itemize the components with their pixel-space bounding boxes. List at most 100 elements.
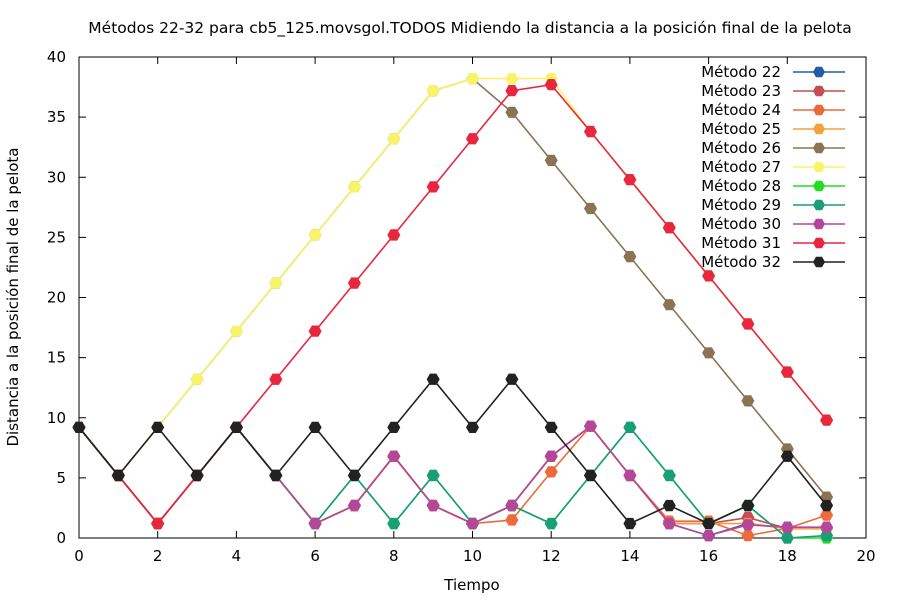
legend-swatch-marker bbox=[813, 237, 825, 249]
legend-swatch-marker bbox=[813, 199, 825, 211]
x-tick-label: 6 bbox=[310, 547, 320, 565]
data-point bbox=[387, 421, 401, 433]
data-point bbox=[741, 318, 755, 330]
data-point bbox=[466, 73, 479, 85]
data-point bbox=[702, 347, 716, 359]
legend-label: Método 24 bbox=[701, 101, 781, 119]
legend-label: Método 28 bbox=[701, 177, 781, 195]
legend-entry: Método 27 bbox=[701, 158, 845, 176]
data-point bbox=[308, 229, 322, 241]
data-point bbox=[623, 517, 637, 530]
data-point bbox=[820, 414, 834, 426]
data-point bbox=[387, 517, 401, 530]
series-line bbox=[78, 378, 828, 525]
legend-swatch-marker bbox=[813, 161, 825, 173]
legend-label: Método 27 bbox=[701, 158, 781, 176]
data-point bbox=[780, 366, 794, 378]
legend-swatch-marker bbox=[813, 256, 825, 268]
x-tick-label: 0 bbox=[74, 547, 84, 565]
data-point bbox=[544, 466, 558, 478]
data-point bbox=[151, 517, 165, 530]
data-point bbox=[584, 420, 597, 432]
data-point bbox=[229, 421, 243, 433]
data-point bbox=[702, 270, 716, 282]
legend-label: Método 32 bbox=[701, 253, 781, 271]
legend-entry: Método 22 bbox=[701, 63, 845, 81]
x-tick-label: 2 bbox=[153, 547, 163, 565]
data-point bbox=[544, 450, 558, 462]
data-point bbox=[544, 421, 558, 433]
data-point bbox=[426, 181, 440, 193]
data-point bbox=[505, 106, 519, 118]
data-point bbox=[308, 325, 322, 337]
data-point bbox=[623, 469, 637, 482]
data-point bbox=[269, 469, 283, 482]
legend-swatch-marker bbox=[813, 66, 825, 78]
x-tick-label: 4 bbox=[232, 547, 242, 565]
data-point bbox=[741, 530, 755, 542]
series-line bbox=[78, 424, 827, 537]
data-point bbox=[72, 421, 86, 433]
data-point bbox=[741, 519, 755, 531]
chart-title: Métodos 22-32 para cb5_125.movsgol.TODOS… bbox=[88, 19, 851, 38]
data-point bbox=[269, 277, 283, 289]
series-m-todo-32 bbox=[72, 373, 834, 530]
data-point bbox=[190, 373, 204, 385]
legend-swatch-marker bbox=[813, 180, 825, 192]
legend-label: Método 25 bbox=[701, 120, 781, 138]
data-point bbox=[662, 299, 676, 311]
axes: 0 2 4 6 8 10 12 14 16 18 20 0 5 10 15 20 25 30 35 40 bbox=[47, 48, 876, 565]
legend-swatch-marker bbox=[813, 85, 825, 97]
data-point bbox=[151, 421, 165, 433]
data-point bbox=[387, 450, 401, 462]
x-axis-label: Tiempo bbox=[443, 576, 499, 594]
legend-entry: Método 29 bbox=[701, 196, 845, 214]
data-point bbox=[466, 517, 479, 530]
data-point bbox=[426, 85, 440, 97]
data-point bbox=[505, 373, 519, 385]
data-point bbox=[308, 421, 322, 433]
data-point bbox=[111, 469, 125, 482]
series-layer bbox=[72, 73, 834, 544]
data-point bbox=[269, 373, 283, 385]
y-tick-label: 30 bbox=[47, 168, 66, 186]
data-point bbox=[741, 499, 755, 512]
data-point bbox=[623, 251, 637, 263]
data-point bbox=[820, 521, 834, 533]
x-tick-label: 12 bbox=[542, 547, 561, 565]
legend-swatch-marker bbox=[813, 142, 825, 154]
legend-swatch-marker bbox=[813, 104, 825, 116]
legend-entry: Método 24 bbox=[701, 101, 845, 119]
series-line bbox=[78, 425, 827, 530]
data-point bbox=[347, 277, 361, 289]
data-point bbox=[544, 79, 558, 91]
data-point bbox=[387, 229, 401, 241]
data-point bbox=[584, 202, 597, 215]
series-m-todo-23 bbox=[72, 420, 834, 534]
legend-label: Método 23 bbox=[701, 82, 781, 100]
y-tick-label: 5 bbox=[56, 469, 66, 487]
legend-entry: Método 28 bbox=[701, 177, 845, 195]
legend-label: Método 29 bbox=[701, 196, 781, 214]
data-point bbox=[426, 469, 440, 482]
data-point bbox=[820, 509, 834, 521]
legend-swatch-marker bbox=[813, 123, 825, 135]
data-point bbox=[780, 521, 794, 533]
data-point bbox=[662, 499, 676, 512]
legend-label: Método 22 bbox=[701, 63, 781, 81]
data-point bbox=[702, 517, 716, 530]
x-tick-label: 10 bbox=[463, 547, 482, 565]
legend-swatch-marker bbox=[813, 218, 825, 230]
data-point bbox=[347, 469, 361, 482]
legend-label: Método 26 bbox=[701, 139, 781, 157]
legend-entry: Método 31 bbox=[701, 234, 845, 252]
data-point bbox=[387, 133, 401, 145]
data-point bbox=[505, 514, 519, 526]
legend-label: Método 31 bbox=[701, 234, 781, 252]
data-point bbox=[505, 499, 519, 512]
y-tick-label: 10 bbox=[47, 409, 66, 427]
y-tick-label: 15 bbox=[47, 349, 66, 367]
data-point bbox=[308, 517, 322, 530]
